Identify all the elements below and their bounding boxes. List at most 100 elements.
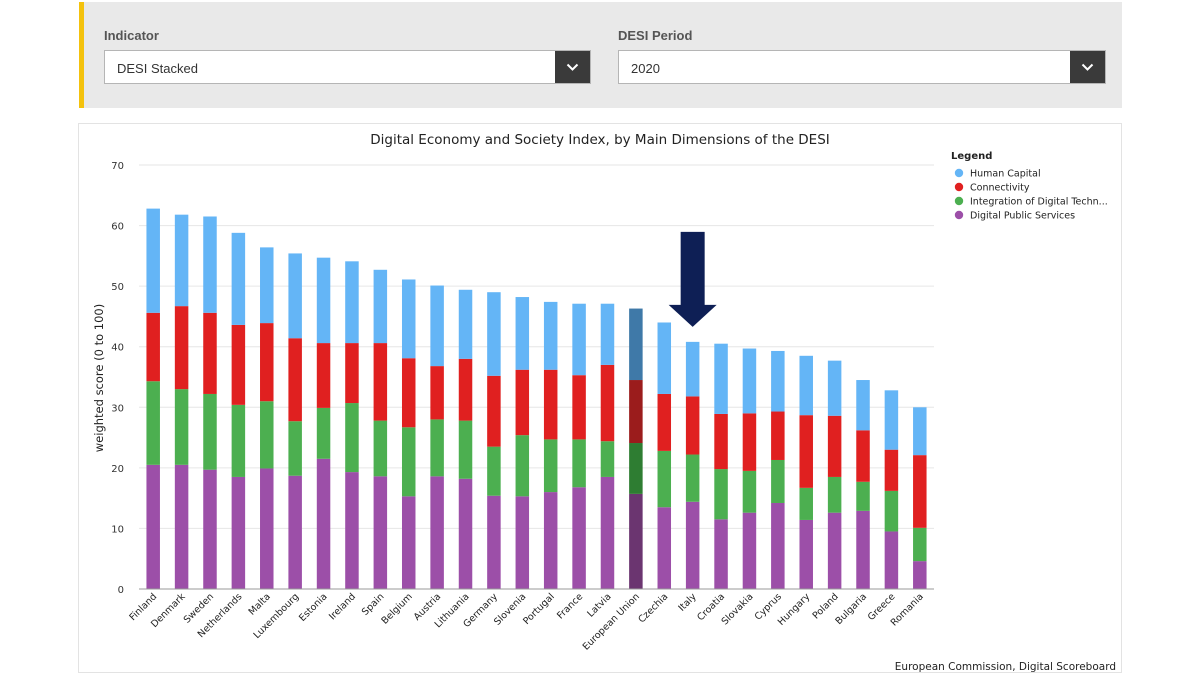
bar-segment[interactable] xyxy=(827,360,842,416)
bar-segment[interactable] xyxy=(231,476,246,589)
bar-segment[interactable] xyxy=(600,364,615,442)
bar-segment[interactable] xyxy=(543,439,558,493)
bar-segment[interactable] xyxy=(742,470,757,513)
bar-segment[interactable] xyxy=(430,476,444,589)
bar-segment[interactable] xyxy=(288,253,302,339)
period-select[interactable]: 2020 xyxy=(618,50,1106,84)
bar-segment[interactable] xyxy=(913,561,927,589)
indicator-select[interactable]: DESI Stacked xyxy=(104,50,591,84)
bar-segment[interactable] xyxy=(600,303,615,365)
bar-segment[interactable] xyxy=(799,519,813,589)
bar-segment[interactable] xyxy=(515,496,530,589)
bar-segment[interactable] xyxy=(884,449,899,491)
bar-segment[interactable] xyxy=(629,380,643,444)
bar-segment[interactable] xyxy=(629,443,643,494)
bar-segment[interactable] xyxy=(856,380,870,431)
bar-segment[interactable] xyxy=(345,472,359,589)
bar-segment[interactable] xyxy=(487,446,501,496)
bar-segment[interactable] xyxy=(174,464,189,589)
bar-segment[interactable] xyxy=(714,519,728,589)
bar-segment[interactable] xyxy=(146,381,160,465)
bar-segment[interactable] xyxy=(203,469,217,589)
bar-segment[interactable] xyxy=(856,481,870,511)
bar-segment[interactable] xyxy=(884,531,899,589)
bar-segment[interactable] xyxy=(629,493,643,589)
bar-segment[interactable] xyxy=(827,512,842,589)
bar-segment[interactable] xyxy=(600,441,615,477)
bar-segment[interactable] xyxy=(373,269,388,344)
bar-segment[interactable] xyxy=(543,301,558,370)
bar-segment[interactable] xyxy=(657,393,672,451)
bar-segment[interactable] xyxy=(288,421,302,476)
bar-segment[interactable] xyxy=(515,435,530,497)
bar-segment[interactable] xyxy=(685,454,700,502)
bar-segment[interactable] xyxy=(430,285,444,367)
bar-segment[interactable] xyxy=(827,476,842,513)
bar-segment[interactable] xyxy=(856,510,870,589)
bar-segment[interactable] xyxy=(742,348,757,414)
bar-segment[interactable] xyxy=(146,464,160,589)
bar-segment[interactable] xyxy=(174,306,189,390)
bar-segment[interactable] xyxy=(146,312,160,382)
bar-segment[interactable] xyxy=(799,355,813,416)
bar-segment[interactable] xyxy=(572,375,586,440)
bar-segment[interactable] xyxy=(799,487,813,520)
bar-segment[interactable] xyxy=(685,501,700,589)
bar-segment[interactable] xyxy=(373,476,388,589)
bar-segment[interactable] xyxy=(629,308,643,381)
bar-segment[interactable] xyxy=(316,343,331,408)
bar-segment[interactable] xyxy=(515,297,530,370)
bar-segment[interactable] xyxy=(373,343,388,421)
bar-segment[interactable] xyxy=(827,415,842,477)
bar-segment[interactable] xyxy=(203,216,217,313)
bar-segment[interactable] xyxy=(146,208,160,313)
bar-segment[interactable] xyxy=(231,324,246,405)
bar-segment[interactable] xyxy=(260,323,274,402)
bar-segment[interactable] xyxy=(657,507,672,589)
bar-segment[interactable] xyxy=(231,404,246,477)
bar-segment[interactable] xyxy=(543,492,558,589)
bar-segment[interactable] xyxy=(401,427,416,497)
bar-segment[interactable] xyxy=(685,341,700,397)
bar-segment[interactable] xyxy=(345,403,359,473)
bar-segment[interactable] xyxy=(742,413,757,471)
bar-segment[interactable] xyxy=(685,396,700,455)
bar-segment[interactable] xyxy=(401,496,416,589)
bar-segment[interactable] xyxy=(572,487,586,589)
bar-segment[interactable] xyxy=(657,450,672,508)
chevron-down-icon[interactable] xyxy=(1070,51,1105,83)
bar-segment[interactable] xyxy=(714,469,728,520)
bar-segment[interactable] xyxy=(288,338,302,422)
bar-segment[interactable] xyxy=(913,527,927,562)
bar-segment[interactable] xyxy=(856,430,870,482)
bar-segment[interactable] xyxy=(913,407,927,456)
bar-segment[interactable] xyxy=(260,401,274,469)
bar-segment[interactable] xyxy=(174,214,189,307)
bar-segment[interactable] xyxy=(771,459,785,503)
bar-segment[interactable] xyxy=(430,366,444,420)
bar-segment[interactable] xyxy=(288,475,302,589)
bar-segment[interactable] xyxy=(714,343,728,414)
bar-segment[interactable] xyxy=(260,468,274,589)
bar-segment[interactable] xyxy=(572,439,586,488)
bar-segment[interactable] xyxy=(203,312,217,394)
bar-segment[interactable] xyxy=(487,292,501,376)
bar-segment[interactable] xyxy=(401,279,416,359)
bar-segment[interactable] xyxy=(174,389,189,465)
bar-segment[interactable] xyxy=(487,495,501,589)
bar-segment[interactable] xyxy=(543,369,558,440)
bar-segment[interactable] xyxy=(430,419,444,477)
bar-segment[interactable] xyxy=(771,502,785,589)
bar-segment[interactable] xyxy=(714,413,728,470)
bar-segment[interactable] xyxy=(458,289,473,359)
bar-segment[interactable] xyxy=(373,420,388,477)
bar-segment[interactable] xyxy=(771,411,785,460)
bar-segment[interactable] xyxy=(345,343,359,404)
bar-segment[interactable] xyxy=(345,261,359,344)
bar-segment[interactable] xyxy=(884,390,899,450)
bar-segment[interactable] xyxy=(231,232,246,325)
bar-segment[interactable] xyxy=(260,247,274,324)
bar-segment[interactable] xyxy=(657,322,672,394)
bar-segment[interactable] xyxy=(884,490,899,532)
bar-segment[interactable] xyxy=(799,415,813,488)
